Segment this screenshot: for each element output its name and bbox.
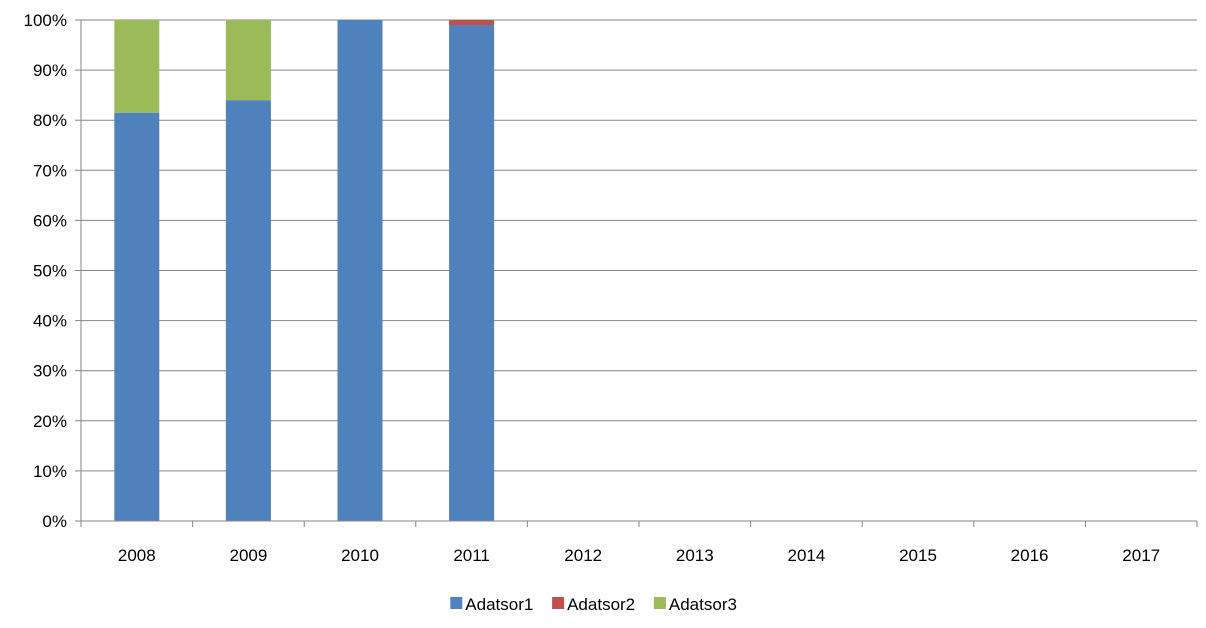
x-tick-label: 2009 [229,546,267,565]
bar-adatsor1-2009 [225,100,271,521]
bar-adatsor1-2011 [449,25,495,521]
legend-label: Adatsor3 [669,595,737,614]
x-tick-label: 2017 [1122,546,1160,565]
legend-label: Adatsor1 [465,595,533,614]
y-tick-label: 100% [24,11,67,30]
x-tick-label: 2008 [118,546,156,565]
legend-swatch [450,597,463,609]
legend-item-adatsor2: Adatsor2 [552,595,635,614]
x-tick-label: 2015 [899,546,937,565]
x-tick-label: 2016 [1011,546,1049,565]
x-tick-labels: 2008 2009 2010 2011 2012 2013 2014 2015 2016 2017 [118,546,1160,565]
bars [114,20,495,521]
legend-swatch [552,597,565,609]
y-tick-label: 80% [33,111,67,130]
y-tick-label: 50% [33,262,67,281]
y-tick-label: 20% [33,412,67,431]
axes [75,19,1198,527]
y-tick-labels: 0% 10% 20% 30% 40% 50% 60% 70% 80% 90% 100% [24,11,67,531]
x-tick-label: 2012 [564,546,602,565]
bar-adatsor1-2010 [337,20,383,521]
y-tick-label: 90% [33,61,67,80]
bar-adatsor1-2008 [114,112,160,521]
legend-item-adatsor3: Adatsor3 [653,595,737,614]
x-tick-label: 2010 [341,546,379,565]
y-tick-label: 10% [33,462,67,481]
bar-adatsor3-2008 [114,20,160,113]
x-tick-label: 2011 [453,546,490,565]
x-tick-label: 2013 [676,546,714,565]
y-tick-label: 40% [33,312,67,331]
y-tick-label: 0% [42,512,67,531]
bar-adatsor3-2009 [225,20,271,101]
legend: Adatsor1 Adatsor2 Adatsor3 [450,595,737,614]
legend-label: Adatsor2 [567,595,635,614]
x-tick-label: 2014 [787,546,825,565]
legend-item-adatsor1: Adatsor1 [450,595,533,614]
y-tick-label: 30% [33,362,67,381]
y-tick-label: 70% [33,161,67,180]
legend-swatch [653,597,666,609]
y-tick-label: 60% [33,211,67,230]
bar-adatsor2-2011 [449,20,495,26]
